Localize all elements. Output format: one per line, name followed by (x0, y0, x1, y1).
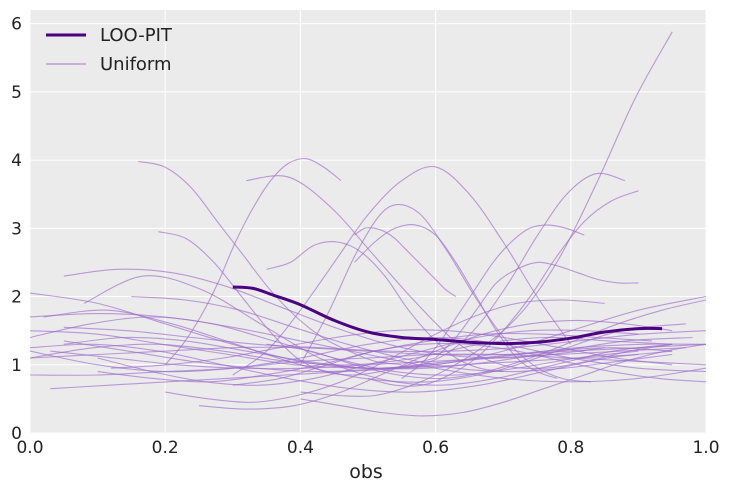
y-tick-label: 3 (11, 219, 22, 239)
uniform-line (232, 342, 707, 386)
x-tick-label: 0.4 (287, 438, 314, 458)
loo-pit-line (232, 285, 663, 346)
uniform-series (29, 31, 707, 417)
uniform-line (138, 160, 402, 366)
uniform-line (29, 353, 707, 376)
y-tick-label: 0 (11, 424, 22, 444)
uniform-line (29, 336, 673, 366)
x-tick-label: 0.2 (152, 438, 179, 458)
uniform-line (334, 172, 626, 370)
uniform-line (29, 343, 707, 359)
x-tick-label: 0.0 (16, 438, 43, 458)
legend-label-uniform: Uniform (100, 54, 172, 75)
uniform-line (198, 319, 673, 410)
y-tick-label: 4 (11, 151, 22, 171)
uniform-line (165, 299, 605, 403)
uniform-line (367, 190, 639, 387)
uniform-line (300, 31, 673, 397)
uniform-line (131, 295, 673, 373)
y-tick-label: 2 (11, 288, 22, 308)
uniform-line (63, 268, 605, 359)
y-axis-ticks: 0 1 2 3 4 5 6 (11, 15, 22, 444)
uniform-line (158, 231, 436, 376)
legend: LOO-PIT Uniform (46, 25, 173, 75)
uniform-line (29, 313, 707, 383)
uniform-line (43, 309, 686, 383)
x-axis-ticks: 0.0 0.2 0.4 0.6 0.8 1.0 (16, 438, 719, 458)
legend-label-loo-pit: LOO-PIT (100, 25, 173, 46)
y-tick-label: 6 (11, 15, 22, 35)
x-tick-label: 1.0 (692, 438, 719, 458)
x-axis-label: obs (349, 461, 383, 483)
loo-pit-series (232, 285, 663, 346)
uniform-line (354, 227, 457, 297)
uniform-line (50, 347, 686, 370)
uniform-line (266, 240, 504, 373)
uniform-line (300, 343, 707, 417)
uniform-line (232, 165, 572, 376)
y-tick-label: 5 (11, 83, 22, 103)
y-tick-label: 1 (11, 356, 22, 376)
uniform-line (354, 224, 558, 379)
x-tick-label: 0.8 (557, 438, 584, 458)
uniform-line (63, 326, 707, 353)
x-tick-label: 0.6 (422, 438, 449, 458)
uniform-line (164, 158, 342, 366)
plot-background (30, 10, 706, 433)
